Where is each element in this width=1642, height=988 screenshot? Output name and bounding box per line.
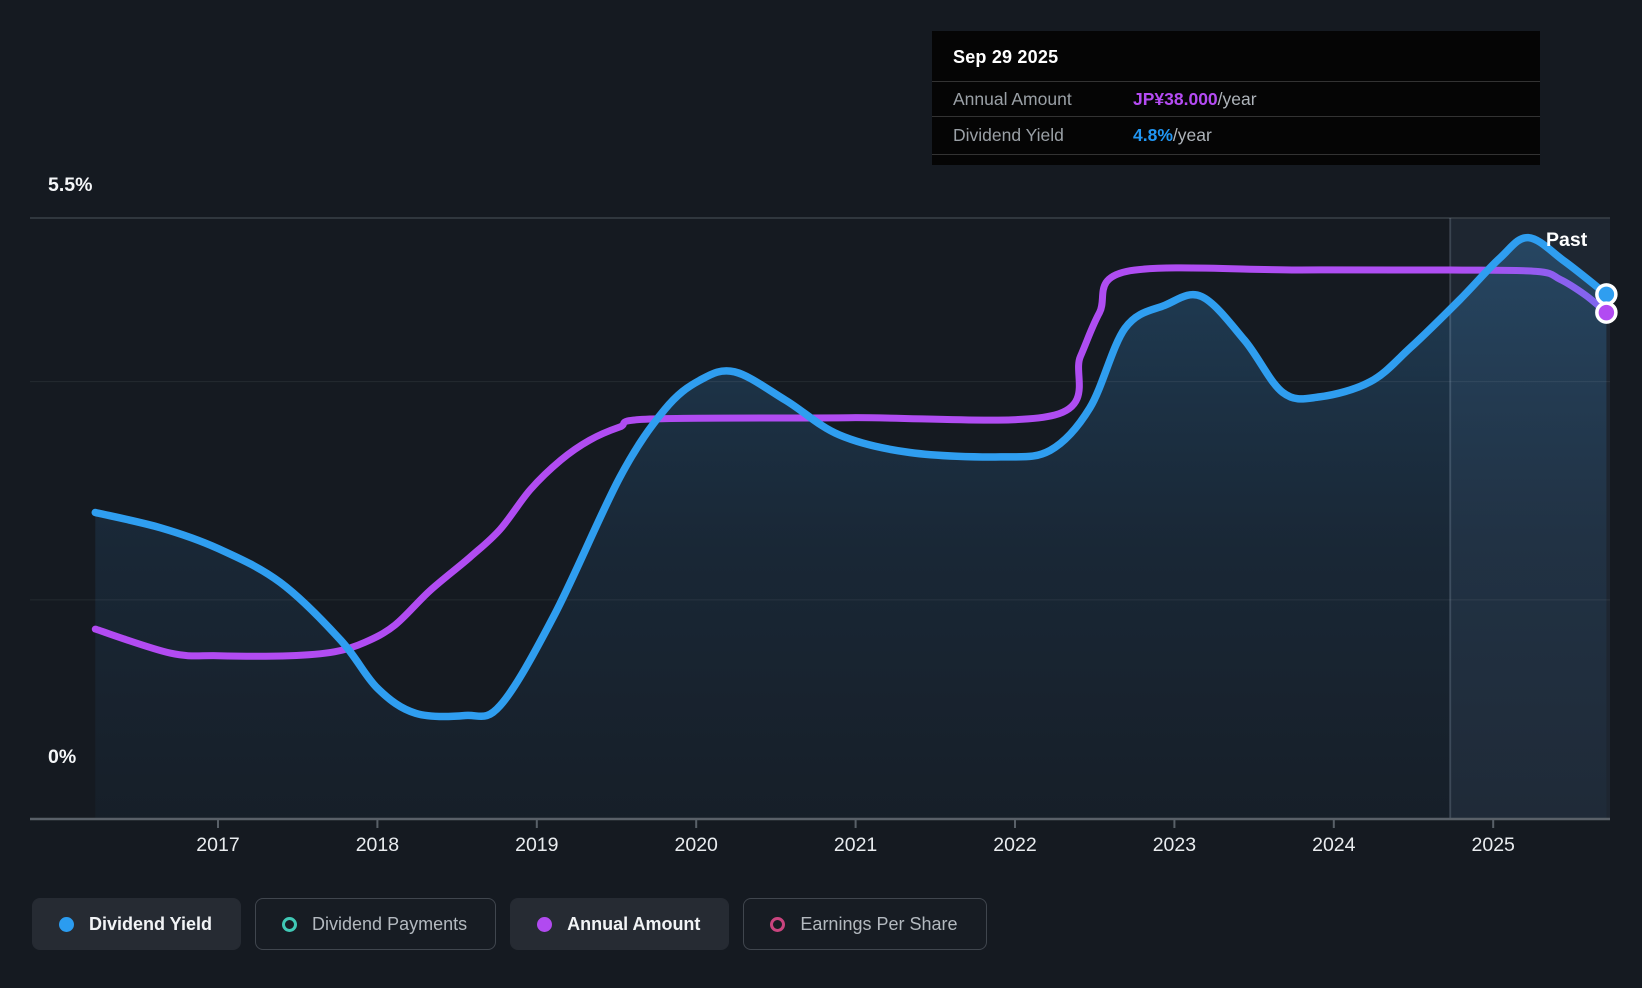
tooltip-label: Dividend Yield <box>953 125 1064 145</box>
legend-toggle-dividend-yield[interactable]: Dividend Yield <box>32 898 242 950</box>
y-axis-min-label: 0% <box>48 746 77 768</box>
tooltip-value-dividend-yield: 4.8% <box>1133 125 1173 145</box>
legend-toggle-dividend-payments[interactable]: Dividend Payments <box>255 898 497 950</box>
tooltip-label: Annual Amount <box>953 88 1072 109</box>
x-axis-tick-label: 2017 <box>196 834 239 856</box>
legend-label: Dividend Payments <box>312 913 468 934</box>
tooltip-row-annual-amount: Annual Amount JP¥38.000/year <box>932 81 1540 116</box>
y-axis-max-label: 5.5% <box>48 174 93 196</box>
x-axis-tick-label: 2024 <box>1312 834 1356 856</box>
legend-toggle-annual-amount[interactable]: Annual Amount <box>510 898 730 950</box>
past-region-label: Past <box>1546 229 1588 251</box>
tooltip-value-suffix: /year <box>1172 125 1212 145</box>
x-axis-tick-label: 2018 <box>356 834 399 856</box>
chart-tooltip: Sep 29 2025 Annual Amount JP¥38.000/year… <box>932 31 1540 165</box>
legend-label: Annual Amount <box>567 913 701 934</box>
dividend-payments-ring-icon <box>282 916 298 932</box>
dividend-yield-endpoint <box>1595 283 1618 306</box>
legend-label: Dividend Yield <box>89 913 213 934</box>
x-axis-tick-label: 2022 <box>993 834 1036 856</box>
x-axis-tick-label: 2025 <box>1472 834 1516 856</box>
annual-amount-dot-icon <box>537 916 553 932</box>
dividend-yield-dot-icon <box>59 916 74 932</box>
dividend-yield-line <box>91 233 1611 721</box>
x-axis-tick-label: 2021 <box>834 834 877 856</box>
tooltip-date: Sep 29 2025 <box>953 47 1059 67</box>
tooltip-value-suffix: /year <box>1217 88 1257 109</box>
tooltip-value-annual-amount: JP¥38.000 <box>1133 88 1218 109</box>
annual-amount-endpoint <box>1595 301 1618 324</box>
legend-toggle-earnings-per-share[interactable]: Earnings Per Share <box>743 898 987 950</box>
legend-label: Earnings Per Share <box>800 913 958 934</box>
earnings-per-share-ring-icon <box>770 916 786 932</box>
dividend-yield-area <box>95 237 1607 818</box>
chart-legend: Dividend Yield Dividend Payments Annual … <box>32 898 987 950</box>
x-axis-tick-label: 2023 <box>1153 834 1196 856</box>
x-axis-tick-label: 2020 <box>675 834 719 856</box>
tooltip-row-dividend-yield: Dividend Yield 4.8%/year <box>932 116 1540 155</box>
x-axis-tick-label: 2019 <box>515 834 558 856</box>
